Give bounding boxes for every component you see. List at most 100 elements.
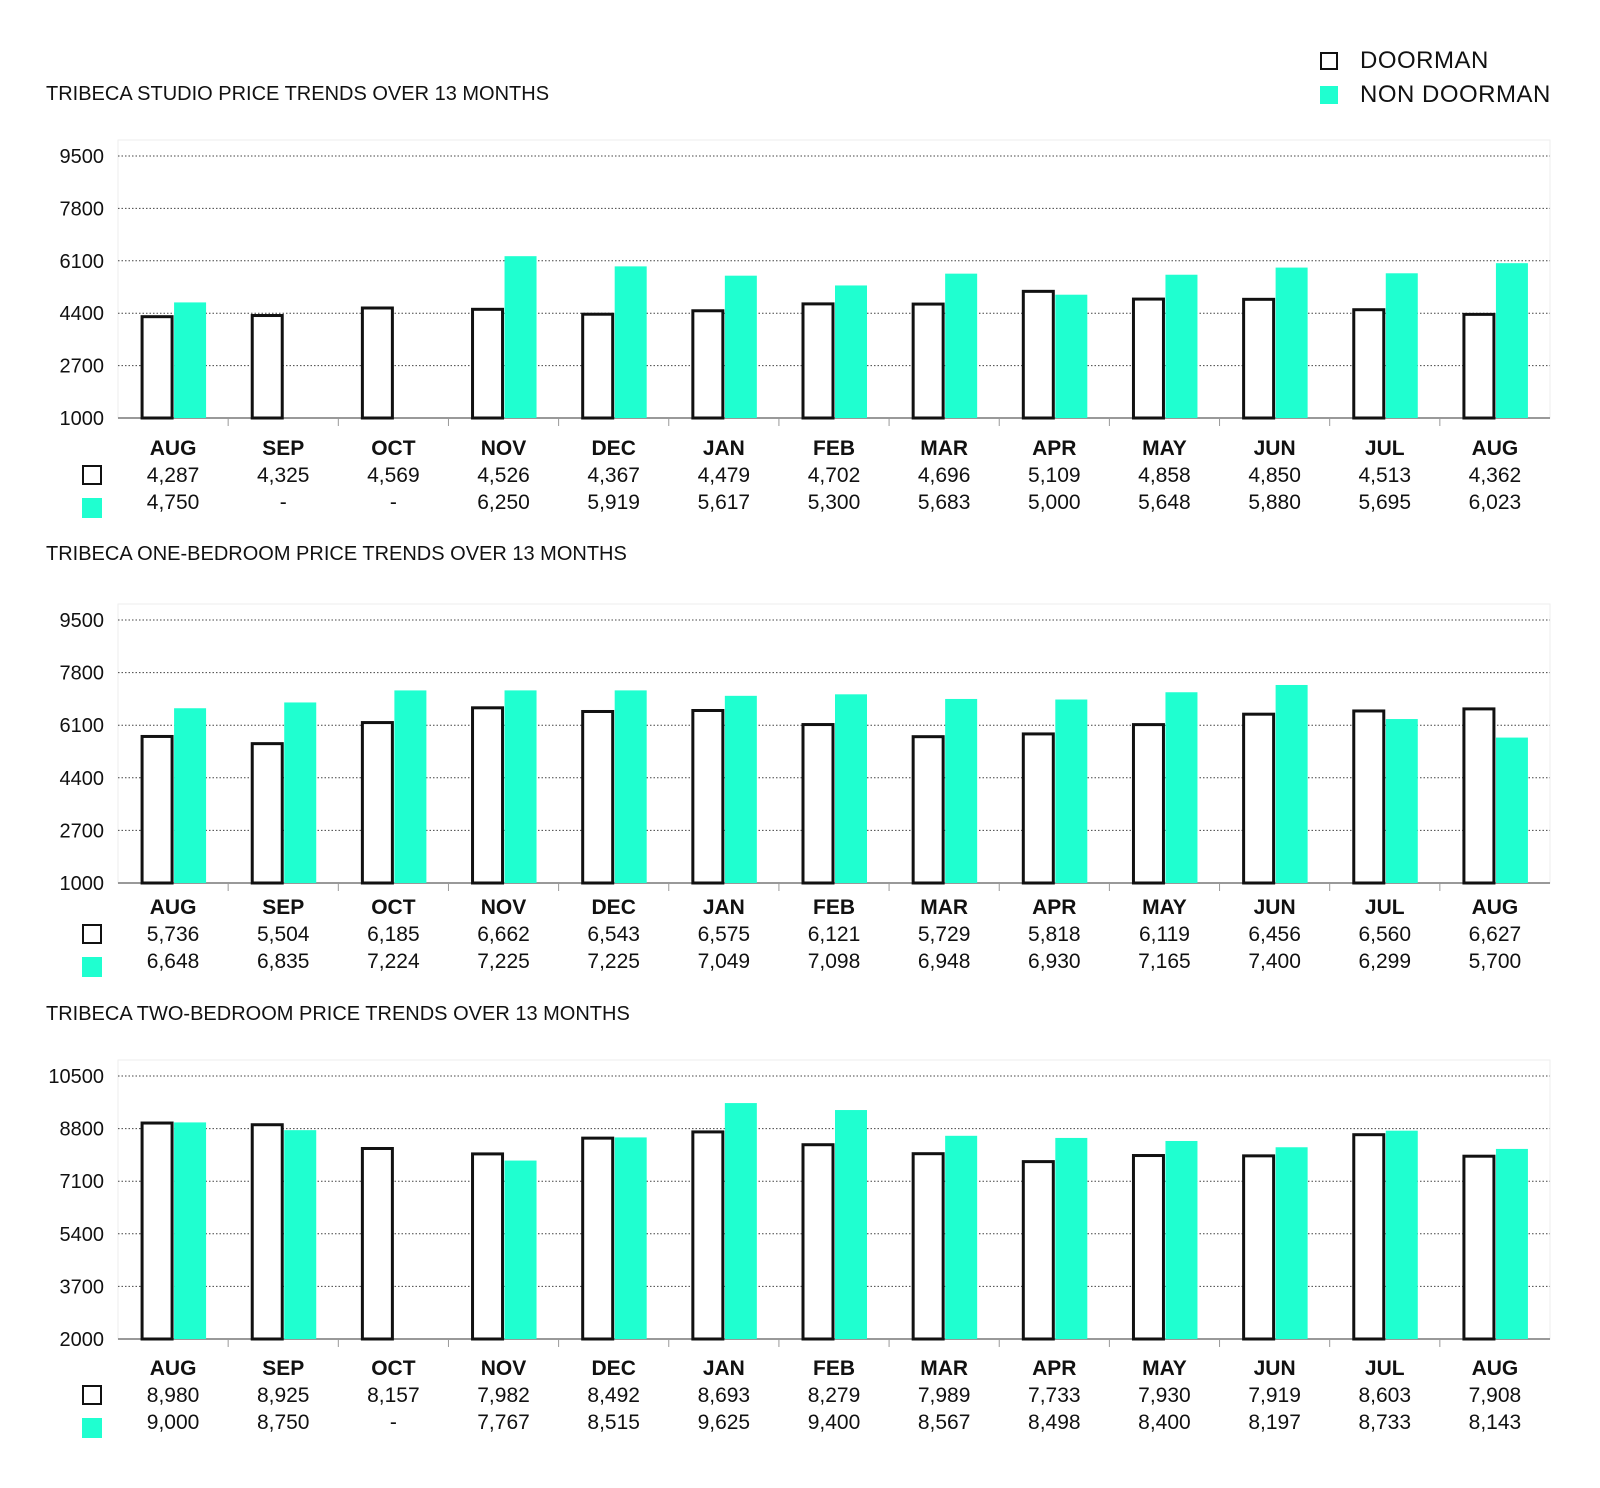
data-label-doorman: 5,504: [257, 923, 310, 946]
data-label-doorman: 4,362: [1469, 464, 1522, 487]
category-label: NOV: [481, 1357, 527, 1380]
category-label: DEC: [592, 437, 636, 460]
chart-title: TRIBECA STUDIO PRICE TRENDS OVER 13 MONT…: [46, 83, 549, 105]
doorman-swatch-icon: [1320, 52, 1338, 70]
bar-non-doorman: [284, 1130, 317, 1339]
category-label: JUL: [1365, 896, 1405, 919]
data-label-non-doorman: 5,683: [918, 491, 971, 514]
data-label-doorman: 4,367: [587, 464, 640, 487]
category-label: OCT: [371, 1357, 416, 1380]
bar-non-doorman: [394, 690, 427, 883]
bar-doorman: [1352, 1133, 1386, 1341]
bar-doorman: [911, 302, 945, 420]
data-label-non-doorman: 7,225: [587, 950, 640, 973]
data-label-doorman: 4,513: [1358, 464, 1411, 487]
bar-non-doorman: [174, 1122, 207, 1339]
data-label-doorman: 5,736: [147, 923, 200, 946]
bar-doorman: [360, 1146, 394, 1341]
category-label: JUL: [1365, 437, 1405, 460]
category-label: AUG: [1472, 437, 1519, 460]
data-label-non-doorman: 5,000: [1028, 491, 1081, 514]
bar-non-doorman: [724, 1103, 757, 1339]
bar-non-doorman: [1385, 719, 1418, 883]
y-tick-label: 10500: [48, 1066, 104, 1088]
data-label-non-doorman: -: [280, 491, 287, 514]
category-label: MAY: [1142, 437, 1187, 460]
bar-non-doorman: [945, 698, 978, 883]
legend-item-doorman: DOORMAN: [1320, 44, 1551, 78]
data-label-non-doorman: 6,648: [147, 950, 200, 973]
bar-non-doorman: [1055, 699, 1088, 883]
bar-non-doorman: [724, 695, 757, 883]
bar-doorman: [1021, 289, 1055, 420]
bar-doorman: [250, 1123, 284, 1341]
data-label-doorman: 7,930: [1138, 1384, 1191, 1407]
table-swatch-non-doorman-icon: [82, 957, 102, 977]
category-label: MAR: [920, 437, 968, 460]
y-tick-label: 1000: [60, 408, 105, 430]
y-tick-label: 7800: [60, 198, 105, 220]
bar-doorman: [1242, 712, 1276, 885]
category-label: DEC: [592, 896, 636, 919]
bar-doorman: [581, 1136, 615, 1341]
y-tick-label: 2700: [60, 820, 105, 842]
data-label-non-doorman: 7,098: [808, 950, 861, 973]
bar-non-doorman: [724, 275, 757, 418]
bar-doorman: [1242, 297, 1276, 420]
bar-non-doorman: [945, 273, 978, 418]
data-label-doorman: 4,569: [367, 464, 420, 487]
data-label-non-doorman: 8,143: [1469, 1411, 1522, 1434]
data-label-non-doorman: 5,648: [1138, 491, 1191, 514]
bar-doorman: [140, 315, 174, 420]
bar-doorman: [1131, 723, 1165, 885]
data-label-doorman: 4,850: [1248, 464, 1301, 487]
category-label: AUG: [150, 896, 197, 919]
data-label-non-doorman: 8,733: [1358, 1411, 1411, 1434]
bar-doorman: [1131, 1154, 1165, 1341]
data-label-non-doorman: 8,750: [257, 1411, 310, 1434]
bar-non-doorman: [174, 302, 207, 418]
data-label-doorman: 6,627: [1469, 923, 1522, 946]
category-label: FEB: [813, 896, 855, 919]
data-label-doorman: 8,492: [587, 1384, 640, 1407]
y-tick-label: 2000: [60, 1329, 105, 1351]
bar-doorman: [471, 307, 505, 420]
bar-doorman: [250, 742, 284, 885]
bar-doorman: [581, 312, 615, 420]
bar-non-doorman: [504, 1160, 537, 1339]
data-label-doorman: 4,702: [808, 464, 861, 487]
data-label-doorman: 8,925: [257, 1384, 310, 1407]
category-label: JUN: [1254, 437, 1296, 460]
category-label: AUG: [150, 1357, 197, 1380]
chart-title: TRIBECA ONE-BEDROOM PRICE TRENDS OVER 13…: [46, 543, 627, 565]
y-tick-label: 4400: [60, 303, 105, 325]
data-label-doorman: 8,157: [367, 1384, 420, 1407]
legend-item-non-doorman: NON DOORMAN: [1320, 78, 1551, 112]
category-label: JUN: [1254, 1357, 1296, 1380]
data-label-doorman: 6,185: [367, 923, 420, 946]
data-label-non-doorman: 5,880: [1248, 491, 1301, 514]
category-label: APR: [1032, 1357, 1076, 1380]
bar-doorman: [1352, 709, 1386, 885]
data-label-doorman: 8,693: [698, 1384, 751, 1407]
data-label-non-doorman: 5,300: [808, 491, 861, 514]
category-label: MAY: [1142, 1357, 1187, 1380]
bar-doorman: [1131, 297, 1165, 420]
category-label: SEP: [262, 1357, 304, 1380]
data-label-doorman: 5,818: [1028, 923, 1081, 946]
data-label-doorman: 6,456: [1248, 923, 1301, 946]
data-label-doorman: 6,119: [1139, 923, 1190, 946]
category-label: JAN: [703, 896, 745, 919]
bar-non-doorman: [1275, 684, 1308, 883]
non-doorman-swatch-icon: [1320, 86, 1338, 104]
bar-doorman: [360, 306, 394, 420]
data-label-non-doorman: 8,498: [1028, 1411, 1081, 1434]
bar-doorman: [250, 314, 284, 420]
bar-non-doorman: [1275, 1147, 1308, 1339]
data-label-non-doorman: 6,250: [477, 491, 530, 514]
data-label-non-doorman: 6,023: [1469, 491, 1522, 514]
bar-non-doorman: [504, 256, 537, 418]
bar-non-doorman: [835, 285, 867, 418]
